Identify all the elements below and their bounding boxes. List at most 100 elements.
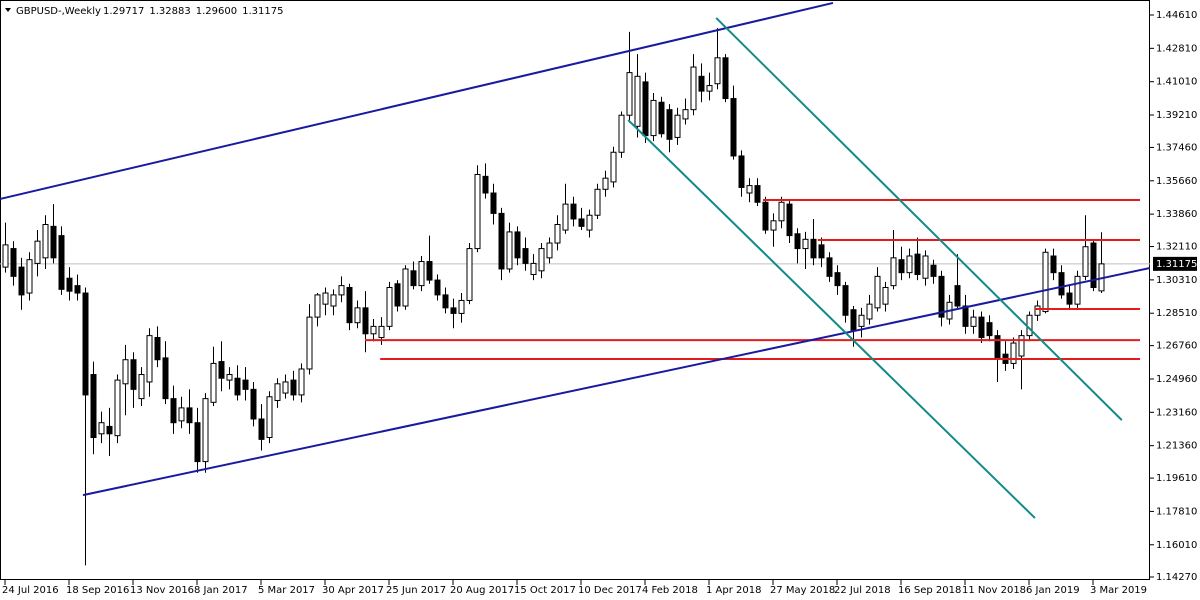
candle-body xyxy=(34,240,41,264)
candle-body xyxy=(962,305,969,327)
candle-body xyxy=(434,279,441,296)
candle-body xyxy=(650,99,657,137)
x-tick-label: 27 May 2018 xyxy=(770,585,835,596)
candle-body xyxy=(66,277,73,292)
y-tick-label: 1.42810 xyxy=(1156,43,1197,54)
candle-body xyxy=(210,362,217,403)
candle-body xyxy=(514,231,521,259)
candle-body xyxy=(362,307,369,335)
candle-body xyxy=(234,377,241,396)
candle-body xyxy=(314,294,321,318)
x-tick-label: 20 Aug 2017 xyxy=(450,585,514,596)
candle-body xyxy=(290,379,297,396)
candle-body xyxy=(474,173,481,250)
candle-body xyxy=(786,203,793,237)
candle-body xyxy=(578,218,585,227)
y-tick-label: 1.32110 xyxy=(1156,242,1197,253)
candle-body xyxy=(922,255,929,279)
candle-body xyxy=(658,101,665,135)
candle-body xyxy=(610,151,617,183)
x-tick-label: 3 Mar 2019 xyxy=(1090,585,1147,596)
candle-body xyxy=(666,109,673,140)
candle-body xyxy=(1082,246,1089,277)
candle-body xyxy=(394,283,401,307)
header-value: 1.29600 xyxy=(196,6,237,17)
candle-body xyxy=(122,359,129,385)
x-tick-label: 15 Oct 2017 xyxy=(514,585,576,596)
candle-body xyxy=(218,361,225,379)
candle-body xyxy=(954,285,961,307)
candle-body xyxy=(986,322,993,337)
candle-body xyxy=(594,188,601,216)
candle-body xyxy=(794,233,801,250)
candle-body xyxy=(410,270,417,287)
candle-body xyxy=(258,418,265,440)
candle-body xyxy=(530,262,537,276)
candle-body xyxy=(898,259,905,274)
candle-body xyxy=(450,307,457,314)
candle-body xyxy=(354,307,361,324)
candle-body xyxy=(1090,242,1097,288)
candle-body xyxy=(418,261,425,287)
candle-body xyxy=(634,75,641,127)
candle-body xyxy=(506,231,513,270)
x-tick-label: 16 Sep 2018 xyxy=(898,585,961,596)
x-tick-label: 24 Jul 2016 xyxy=(2,585,59,596)
y-tick-label: 1.26760 xyxy=(1156,341,1197,352)
candle-body xyxy=(970,316,977,327)
last-price-label: 1.31175 xyxy=(1156,259,1197,270)
symbol-label: GBPUSD-,Weekly xyxy=(16,6,101,17)
candle-body xyxy=(826,257,833,277)
candle-body xyxy=(10,248,17,277)
candle-body xyxy=(194,422,201,463)
trend-line xyxy=(0,1,834,200)
candle-body xyxy=(402,268,409,307)
trend-line xyxy=(715,17,1123,421)
x-tick-label: 1 Apr 2018 xyxy=(706,585,761,596)
candle-body xyxy=(674,114,681,138)
candle-body xyxy=(482,175,489,194)
candle-body xyxy=(810,238,817,259)
candle-body xyxy=(626,72,633,116)
y-tick-label: 1.30310 xyxy=(1156,275,1197,286)
candle-body xyxy=(298,368,305,396)
candle-body xyxy=(18,266,25,296)
x-tick-label: 25 Jun 2017 xyxy=(386,585,446,596)
candle-body xyxy=(322,292,329,305)
candle-body xyxy=(154,336,161,361)
menu-icon xyxy=(5,8,11,12)
candle-body xyxy=(1034,305,1041,316)
candle-body xyxy=(442,294,449,309)
candle-body xyxy=(90,374,97,439)
candle-body xyxy=(858,314,865,327)
last-price-box xyxy=(1153,256,1197,271)
x-tick-label: 4 Feb 2018 xyxy=(642,585,698,596)
y-tick-label: 1.23160 xyxy=(1156,407,1197,418)
candle-body xyxy=(498,212,505,270)
candle-body xyxy=(1058,272,1065,296)
y-tick-label: 1.37460 xyxy=(1156,142,1197,153)
candle-body xyxy=(762,201,769,231)
candle-body xyxy=(226,374,233,381)
candle-body xyxy=(306,316,313,370)
candle-body xyxy=(58,235,65,290)
candle-body xyxy=(834,272,841,287)
candle-body xyxy=(378,325,385,338)
candle-body xyxy=(26,259,33,294)
trend-line xyxy=(82,267,1150,497)
candle-body xyxy=(802,238,809,250)
candle-body xyxy=(682,109,689,120)
x-tick-label: 30 Apr 2017 xyxy=(322,585,384,596)
candle-body xyxy=(698,75,705,92)
candle-body xyxy=(1018,335,1025,357)
candle-body xyxy=(874,275,881,309)
y-tick-label: 1.44610 xyxy=(1156,10,1197,21)
trend-line xyxy=(627,119,1036,519)
y-tick-label: 1.24960 xyxy=(1156,374,1197,385)
candle-body xyxy=(522,248,529,264)
candle-body xyxy=(146,335,153,383)
candle-body xyxy=(2,244,9,268)
x-tick-label: 13 Nov 2016 xyxy=(130,585,194,596)
candle-body xyxy=(730,98,737,157)
